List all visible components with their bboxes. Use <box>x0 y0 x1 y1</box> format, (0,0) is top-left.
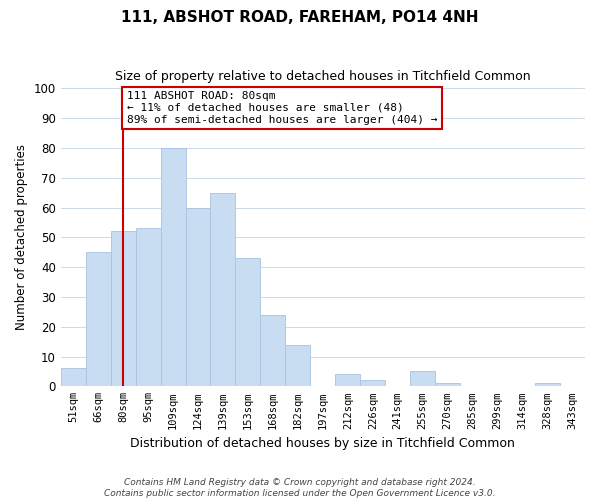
Bar <box>535 384 560 386</box>
X-axis label: Distribution of detached houses by size in Titchfield Common: Distribution of detached houses by size … <box>130 437 515 450</box>
Bar <box>61 368 86 386</box>
Bar <box>185 208 211 386</box>
Bar <box>410 372 435 386</box>
Text: 111, ABSHOT ROAD, FAREHAM, PO14 4NH: 111, ABSHOT ROAD, FAREHAM, PO14 4NH <box>121 10 479 25</box>
Bar <box>235 258 260 386</box>
Bar <box>286 344 310 387</box>
Bar <box>136 228 161 386</box>
Bar <box>110 232 136 386</box>
Title: Size of property relative to detached houses in Titchfield Common: Size of property relative to detached ho… <box>115 70 530 83</box>
Bar <box>211 192 235 386</box>
Bar <box>360 380 385 386</box>
Bar <box>335 374 360 386</box>
Text: 111 ABSHOT ROAD: 80sqm
← 11% of detached houses are smaller (48)
89% of semi-det: 111 ABSHOT ROAD: 80sqm ← 11% of detached… <box>127 92 437 124</box>
Y-axis label: Number of detached properties: Number of detached properties <box>15 144 28 330</box>
Bar <box>260 315 286 386</box>
Bar <box>161 148 185 386</box>
Text: Contains HM Land Registry data © Crown copyright and database right 2024.
Contai: Contains HM Land Registry data © Crown c… <box>104 478 496 498</box>
Bar <box>86 252 110 386</box>
Bar <box>435 384 460 386</box>
